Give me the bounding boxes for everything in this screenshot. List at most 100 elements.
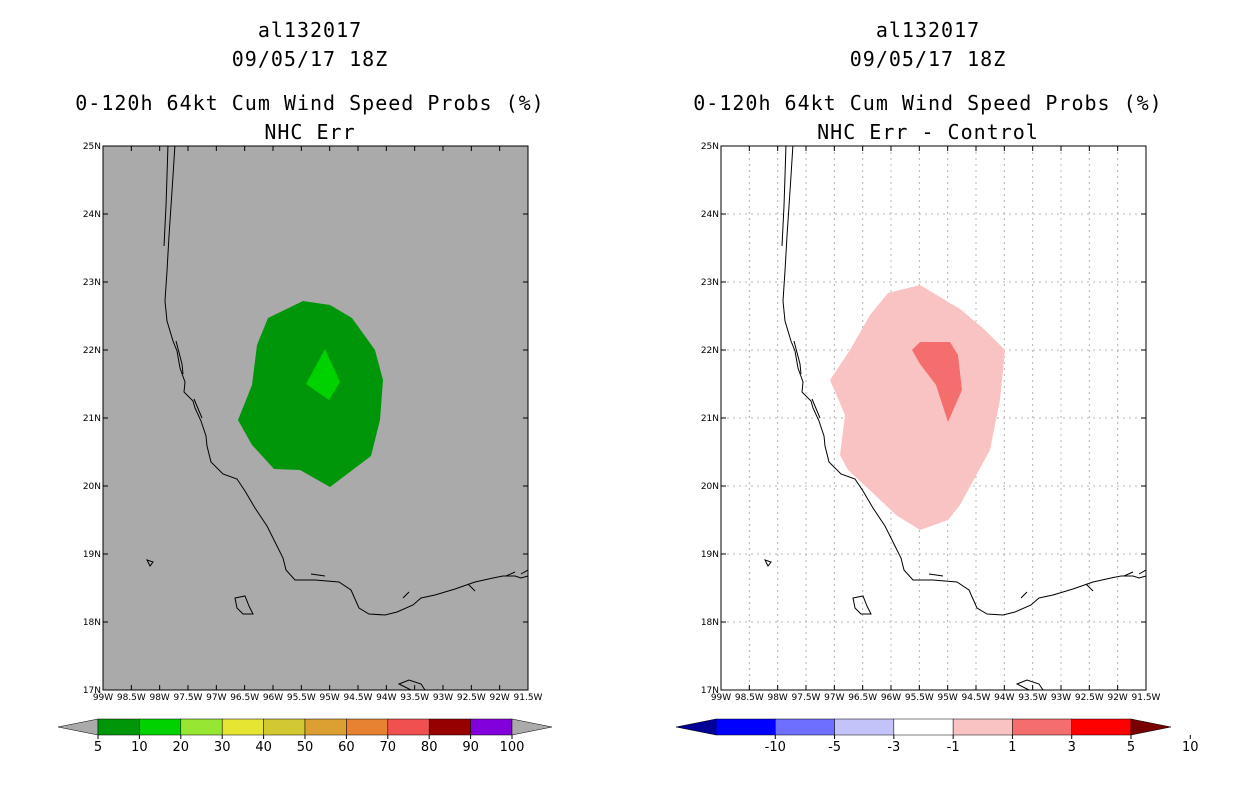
colorbar-label: -10 [765,740,786,755]
colorbar-label: 70 [380,740,397,755]
lon-label: 94W [994,693,1014,703]
lon-label: 93W [433,693,453,703]
colorbar-box [387,718,430,736]
lon-label: 98W [149,693,169,703]
colorbar-box [834,718,895,736]
colorbar-label: 100 [500,740,525,755]
colorbar-label: 5 [1127,740,1135,755]
colorbar-box [346,718,389,736]
colorbar-label: -5 [828,740,841,755]
lat-label: 22N [83,346,101,356]
lat-label: 23N [83,278,101,288]
left-colorbar: 5 10 20 30 40 50 60 70 80 90 100 [57,718,553,755]
colorbar-label: 1 [1008,740,1016,755]
colorbar-label: 50 [297,740,314,755]
left-title-datetime: 09/05/17 18Z [231,47,389,71]
lon-label: 95W [937,693,957,703]
lon-label: 94.5W [962,693,991,703]
lon-label: 97.5W [174,693,203,703]
left-title-product: 0-120h 64kt Cum Wind Speed Probs (%) [75,91,545,115]
lon-label: 98.5W [735,693,764,703]
colorbar-label: 5 [94,740,102,755]
lon-label: 94W [376,693,396,703]
colorbar-box [893,718,954,736]
lon-label: 92.5W [457,693,486,703]
colorbar-box [180,718,223,736]
colorbar-label: 10 [1182,740,1199,755]
lon-label: 93W [1051,693,1071,703]
lat-label: 18N [83,618,101,628]
lon-label: 98W [767,693,787,703]
colorbar-under-triangle [675,718,717,736]
lat-label: 20N [701,482,719,492]
colorbar-box [952,718,1013,736]
lon-label: 93.5W [1018,693,1047,703]
colorbar-box [97,718,140,736]
lat-label: 17N [701,686,719,696]
lon-label: 97W [206,693,226,703]
lat-label: 24N [83,210,101,220]
lon-label: 92W [489,693,509,703]
colorbar-label: -1 [947,740,960,755]
lon-label: 97.5W [792,693,821,703]
lat-label: 24N [701,210,719,220]
lon-label: 92.5W [1075,693,1104,703]
colorbar-box [1071,718,1132,736]
colorbar-under-triangle [57,718,99,736]
lat-label: 18N [701,618,719,628]
left-prob-contour-5-10 [238,301,383,487]
lat-label: 25N [701,142,719,152]
colorbar-label: -3 [887,740,900,755]
lon-label: 94.5W [344,693,373,703]
right-diff-contour-3-5 [912,342,962,422]
left-title-storm-id: al132017 [257,18,363,42]
right-title-subtitle: NHC Err - Control [817,120,1039,144]
lat-label: 19N [701,550,719,560]
right-title-product: 0-120h 64kt Cum Wind Speed Probs (%) [693,91,1163,115]
lon-label: 92W [1107,693,1127,703]
lon-label: 99W [711,693,731,703]
colorbar-over-triangle [511,718,553,736]
colorbar-box [470,718,513,736]
colorbar-label: 40 [255,740,272,755]
lon-label: 91.5W [514,693,543,703]
lon-label: 95W [319,693,339,703]
lon-label: 96.5W [848,693,877,703]
lat-label: 19N [83,550,101,560]
lon-label: 96.5W [230,693,259,703]
colorbar-box [1012,718,1072,736]
right-diff-contour-1-3 [830,285,1005,530]
colorbar-label: 3 [1068,740,1076,755]
lat-label: 21N [83,414,101,424]
colorbar-box [221,718,264,736]
lon-label: 98.5W [117,693,146,703]
right-title-storm-id: al132017 [875,18,981,42]
lon-label: 95.5W [287,693,316,703]
lat-label: 20N [83,482,101,492]
lat-label: 25N [83,142,101,152]
colorbar-label: 30 [214,740,231,755]
colorbar-label: 10 [131,740,148,755]
lon-label: 97W [824,693,844,703]
right-colorbar: -10 -5 -3 -1 1 3 5 10 [675,718,1199,755]
colorbar-box [139,718,182,736]
right-title-datetime: 09/05/17 18Z [849,47,1007,71]
lat-label: 21N [701,414,719,424]
colorbar-label: 60 [338,740,355,755]
left-prob-contour-10-20 [306,349,340,400]
colorbar-box [304,718,347,736]
lat-label: 17N [83,686,101,696]
colorbar-box [775,718,835,736]
left-coastline [146,146,528,690]
lon-label: 96W [881,693,901,703]
lon-label: 93.5W [400,693,429,703]
lat-label: 23N [701,278,719,288]
left-title-subtitle: NHC Err [264,120,356,144]
colorbar-label: 80 [421,740,438,755]
colorbar-box [428,718,471,736]
colorbar-label: 20 [173,740,190,755]
lon-label: 96W [263,693,283,703]
